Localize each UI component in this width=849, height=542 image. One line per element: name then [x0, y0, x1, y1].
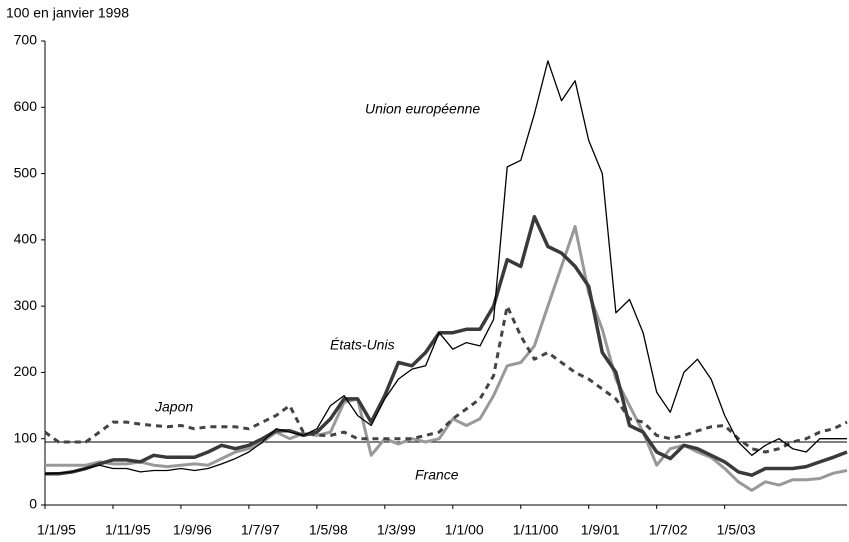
y-tick-label: 400	[14, 231, 38, 247]
x-tick-label: 1/11/00	[513, 522, 559, 538]
y-tick-label: 200	[14, 363, 38, 379]
series-label: France	[415, 467, 459, 483]
x-tick-label: 1/9/01	[581, 522, 620, 538]
y-tick-label: 0	[29, 496, 37, 512]
x-tick-label: 1/7/02	[649, 522, 688, 538]
x-tick-label: 1/11/95	[105, 522, 151, 538]
y-tick-label: 600	[14, 98, 38, 114]
series-label: Japon	[154, 399, 193, 415]
x-tick-label: 1/3/99	[377, 522, 416, 538]
y-tick-label: 500	[14, 164, 38, 180]
y-tick-label: 300	[14, 297, 38, 313]
x-tick-label: 1/9/96	[173, 522, 212, 538]
series-label: Union européenne	[365, 101, 480, 117]
y-tick-label: 700	[14, 32, 38, 48]
y-tick-label: 100	[14, 429, 38, 445]
x-tick-label: 1/7/97	[241, 522, 280, 538]
y-axis-label: 100 en janvier 1998	[6, 5, 129, 21]
x-tick-label: 1/1/95	[37, 522, 76, 538]
x-tick-label: 1/5/03	[717, 522, 756, 538]
x-tick-label: 1/5/98	[309, 522, 348, 538]
series-label: États-Unis	[330, 337, 395, 353]
series-line	[44, 304, 848, 454]
series-line	[44, 60, 847, 475]
x-tick-label: 1/1/00	[445, 522, 484, 538]
series-line	[45, 225, 848, 492]
series-line	[45, 214, 848, 477]
